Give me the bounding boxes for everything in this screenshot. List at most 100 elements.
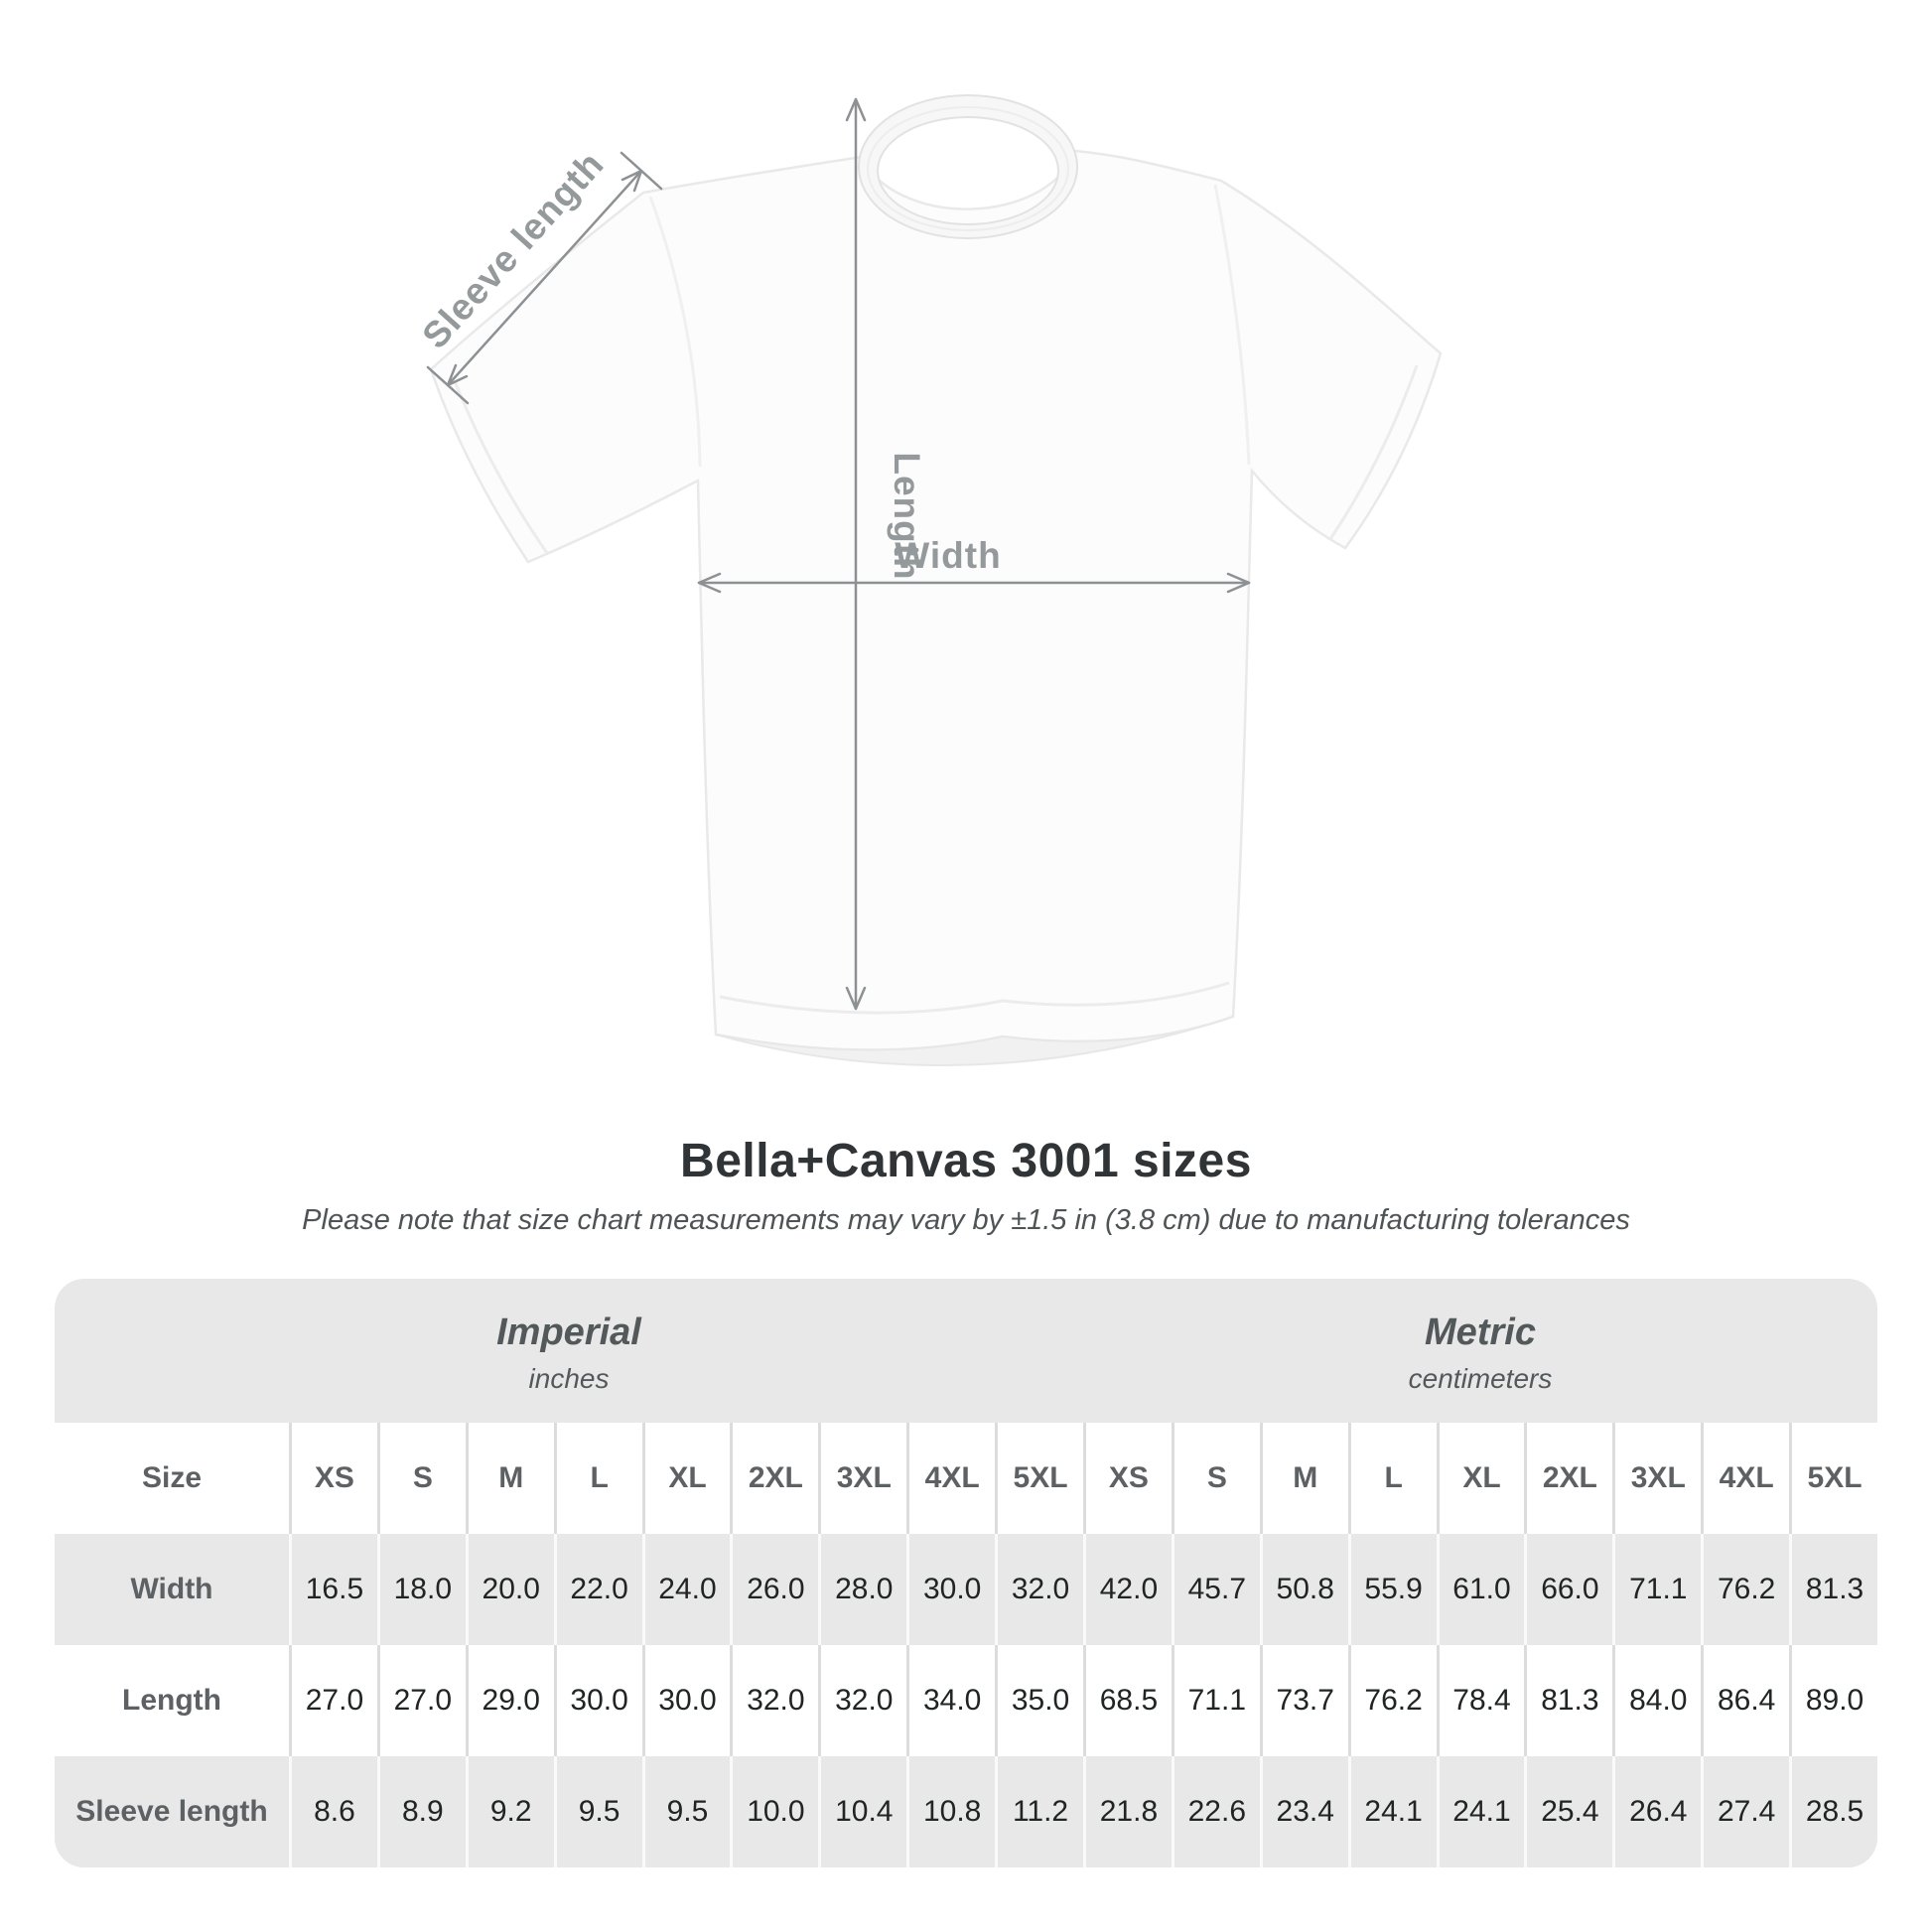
value-cell: 27.0 — [376, 1645, 466, 1756]
value-cell: 24.1 — [1347, 1756, 1437, 1867]
value-cell: 10.4 — [818, 1756, 906, 1867]
value-cell: 10.0 — [730, 1756, 818, 1867]
value-cell: 86.4 — [1701, 1645, 1789, 1756]
value-cell: 8.9 — [376, 1756, 466, 1867]
size-header-cell: 4XL — [1701, 1423, 1789, 1534]
size-header-cell: 5XL — [995, 1423, 1083, 1534]
table-row-length: Length 27.0 27.0 29.0 30.0 30.0 32.0 32.… — [55, 1645, 1877, 1756]
value-cell: 68.5 — [1082, 1645, 1172, 1756]
value-cell: 76.2 — [1347, 1645, 1437, 1756]
value-cell: 25.4 — [1524, 1756, 1612, 1867]
width-arrow — [697, 572, 1251, 594]
value-cell: 30.0 — [641, 1645, 731, 1756]
value-cell: 89.0 — [1789, 1645, 1877, 1756]
tshirt-body — [429, 149, 1443, 1051]
size-header-cell: XS — [1082, 1423, 1172, 1534]
table-row-sleeve-length: Sleeve length 8.6 8.9 9.2 9.5 9.5 10.0 1… — [55, 1756, 1877, 1867]
size-header-cell: M — [465, 1423, 554, 1534]
tshirt-measurement-diagram: Sleeve length Length Width — [414, 94, 1443, 1066]
value-cell: 24.1 — [1436, 1756, 1525, 1867]
left-cuff-line — [453, 380, 549, 554]
value-cell: 81.3 — [1789, 1534, 1877, 1645]
value-cell: 22.6 — [1171, 1756, 1260, 1867]
tshirt-illustration — [429, 94, 1443, 1066]
page-title: Bella+Canvas 3001 sizes — [680, 1135, 1252, 1187]
width-label: Width — [895, 535, 1001, 576]
size-header-cell: 2XL — [730, 1423, 818, 1534]
right-cuff-line — [1328, 364, 1419, 540]
size-header-cell: 3XL — [818, 1423, 906, 1534]
size-header-cell: XL — [641, 1423, 731, 1534]
value-cell: 9.2 — [465, 1756, 554, 1867]
size-header-cell: L — [1347, 1423, 1437, 1534]
value-cell: 16.5 — [289, 1534, 377, 1645]
value-cell: 55.9 — [1347, 1534, 1437, 1645]
page-subtitle: Please note that size chart measurements… — [302, 1204, 1630, 1236]
size-header-cell: S — [376, 1423, 466, 1534]
row-label: Width — [130, 1573, 213, 1605]
right-shoulder-seam — [1213, 184, 1251, 466]
value-cell: 61.0 — [1436, 1534, 1525, 1645]
metric-unit-label: centimeters — [1408, 1362, 1553, 1394]
value-cell: 26.4 — [1612, 1756, 1701, 1867]
value-cell: 20.0 — [465, 1534, 554, 1645]
value-cell: 81.3 — [1524, 1645, 1612, 1756]
metric-label: Metric — [1425, 1311, 1536, 1353]
imperial-unit-header: Imperial inches — [55, 1279, 1083, 1423]
value-cell: 11.2 — [995, 1756, 1083, 1867]
value-cell: 30.0 — [906, 1534, 995, 1645]
value-cell: 50.8 — [1259, 1534, 1348, 1645]
imperial-label: Imperial — [496, 1311, 641, 1353]
heading-block: Bella+Canvas 3001 sizes Please note that… — [0, 1134, 1932, 1237]
metric-unit-header: Metric centimeters — [1083, 1279, 1877, 1423]
size-header-cell: XL — [1436, 1423, 1525, 1534]
value-cell: 28.5 — [1789, 1756, 1877, 1867]
value-cell: 23.4 — [1259, 1756, 1348, 1867]
size-header-cell: M — [1259, 1423, 1348, 1534]
size-header-row: Size XS S M L XL 2XL 3XL 4XL 5XL XS S M … — [55, 1423, 1877, 1534]
value-cell: 26.0 — [730, 1534, 818, 1645]
value-cell: 84.0 — [1612, 1645, 1701, 1756]
tshirt-collar — [857, 94, 1079, 239]
size-header-cell: L — [553, 1423, 642, 1534]
value-cell: 29.0 — [465, 1645, 554, 1756]
size-header-cell: XS — [289, 1423, 377, 1534]
dimension-arrows — [426, 97, 1251, 1011]
table-row-width: Width 16.5 18.0 20.0 22.0 24.0 26.0 28.0… — [55, 1534, 1877, 1645]
value-cell: 71.1 — [1171, 1645, 1260, 1756]
row-label: Sleeve length — [75, 1795, 268, 1828]
left-shoulder-seam — [648, 196, 702, 468]
value-cell: 76.2 — [1701, 1534, 1789, 1645]
size-header-cell: 2XL — [1524, 1423, 1612, 1534]
value-cell: 66.0 — [1524, 1534, 1612, 1645]
value-cell: 21.8 — [1082, 1756, 1172, 1867]
value-cell: 27.0 — [289, 1645, 377, 1756]
value-cell: 34.0 — [906, 1645, 995, 1756]
imperial-unit-label: inches — [528, 1362, 610, 1394]
hem-stitch-line — [719, 981, 1230, 1015]
value-cell: 73.7 — [1259, 1645, 1348, 1756]
value-cell: 10.8 — [906, 1756, 995, 1867]
size-table: Imperial inches Metric centimeters Size … — [55, 1279, 1877, 1867]
value-cell: 9.5 — [553, 1756, 642, 1867]
value-cell: 32.0 — [730, 1645, 818, 1756]
size-header-cell: S — [1171, 1423, 1260, 1534]
value-cell: 9.5 — [641, 1756, 731, 1867]
value-cell: 27.4 — [1701, 1756, 1789, 1867]
value-cell: 24.0 — [641, 1534, 731, 1645]
length-arrow — [845, 97, 867, 1011]
size-header-cell: 4XL — [906, 1423, 995, 1534]
value-cell: 32.0 — [995, 1534, 1083, 1645]
unit-band: Imperial inches Metric centimeters — [55, 1279, 1877, 1423]
size-header-cell: 5XL — [1789, 1423, 1877, 1534]
value-cell: 45.7 — [1171, 1534, 1260, 1645]
size-header-cell: 3XL — [1612, 1423, 1701, 1534]
value-cell: 78.4 — [1436, 1645, 1525, 1756]
tshirt-back-hem — [715, 1016, 1234, 1066]
value-cell: 32.0 — [818, 1645, 906, 1756]
value-cell: 8.6 — [289, 1756, 377, 1867]
value-cell: 28.0 — [818, 1534, 906, 1645]
value-cell: 22.0 — [553, 1534, 642, 1645]
value-cell: 42.0 — [1082, 1534, 1172, 1645]
